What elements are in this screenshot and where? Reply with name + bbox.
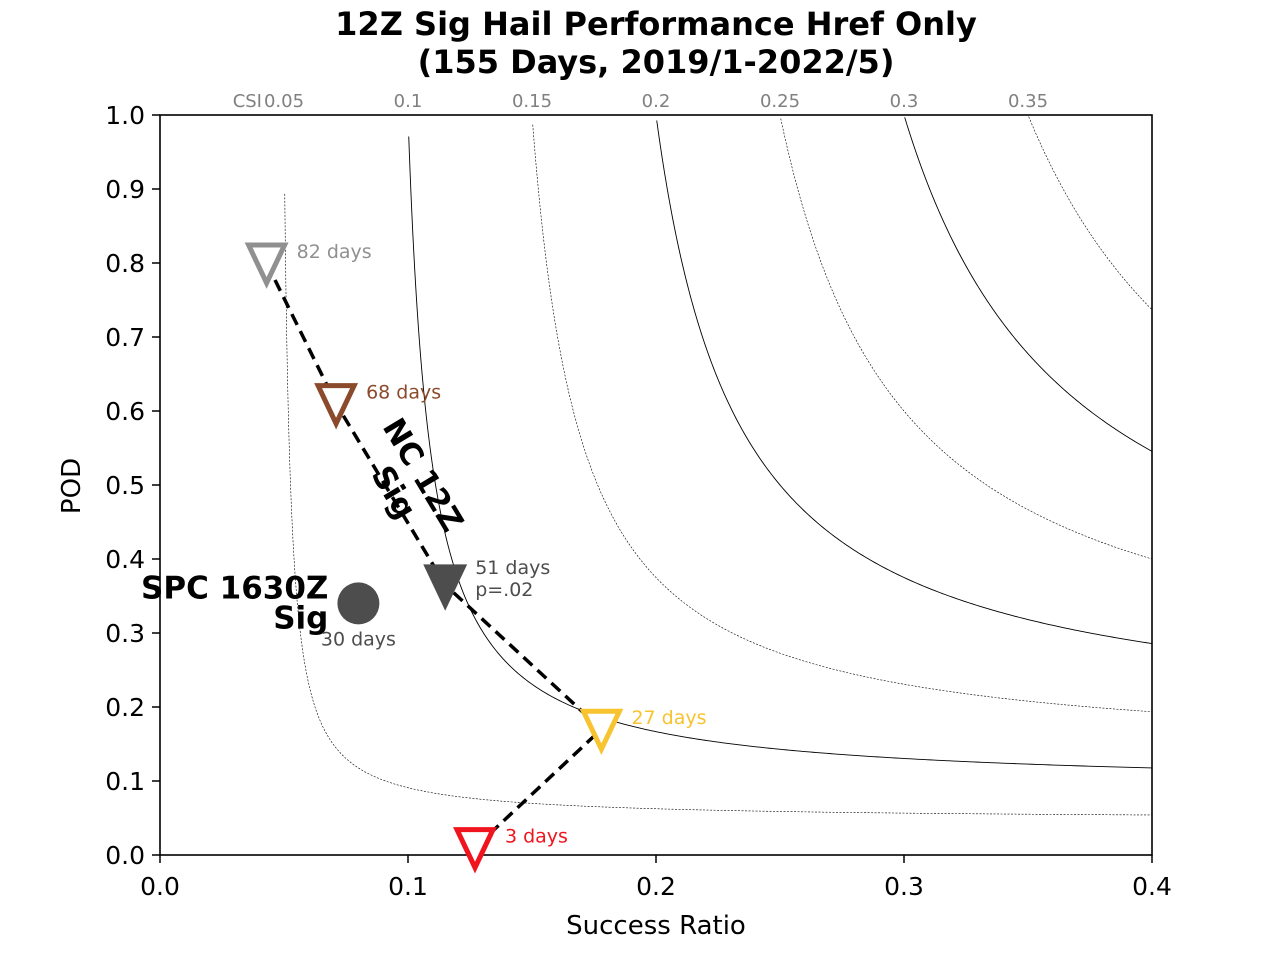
csi-contours	[284, 116, 1152, 816]
x-tick-label: 0.4	[1132, 872, 1172, 901]
data-point-label-pvalue: p=.02	[475, 579, 533, 601]
csi-prefix-label: CSI	[233, 91, 262, 112]
csi-contour-0-2	[656, 120, 1152, 645]
y-axis-label: POD	[57, 458, 87, 514]
y-tick-label: 0.5	[105, 471, 145, 500]
series-line-nc-12z-sig	[265, 262, 604, 849]
data-point-label: 68 days	[366, 382, 441, 404]
csi-label-0-15: 0.15	[512, 91, 552, 112]
y-tick-label: 0.9	[105, 175, 145, 204]
data-point-1	[244, 242, 289, 289]
data-point-label: 3 days	[505, 826, 568, 848]
x-tick-label: 0.3	[884, 872, 924, 901]
csi-contour-0-35	[1028, 116, 1152, 310]
y-tick-label: 0.4	[105, 545, 145, 574]
csi-contour-0-05	[284, 193, 1152, 816]
data-point-label: 82 days	[297, 241, 372, 263]
reference-label-line-2: Sig	[273, 600, 328, 636]
x-tick-label: 0.0	[140, 872, 180, 901]
data-point-label: 51 days	[475, 557, 550, 579]
csi-contour-0-1	[408, 136, 1152, 769]
reference-days-label: 30 days	[321, 628, 396, 650]
data-point-3	[423, 564, 468, 611]
csi-label-0-1: 0.1	[394, 91, 423, 112]
y-tick-label: 0.1	[105, 767, 145, 796]
plot-frame	[159, 114, 1153, 856]
y-axis-ticks: 0.0 0.1 0.2 0.3 0.4 0.5 0.6 0.7 0.8 0.9 1.0	[105, 101, 160, 870]
data-point-label: 27 days	[631, 707, 706, 729]
csi-label-0-05: 0.05	[264, 91, 304, 112]
x-axis-ticks: 0.0 0.1 0.2 0.3 0.4	[140, 855, 1172, 901]
y-tick-label: 0.0	[105, 841, 145, 870]
chart-title-line-1: 12Z Sig Hail Performance Href Only	[335, 5, 977, 43]
csi-label-0-35: 0.35	[1008, 91, 1048, 112]
csi-contour-0-15	[532, 124, 1152, 713]
y-tick-label: 0.8	[105, 249, 145, 278]
x-tick-label: 0.1	[388, 872, 428, 901]
csi-label-0-2: 0.2	[642, 91, 671, 112]
csi-contour-0-25	[780, 118, 1152, 560]
y-tick-label: 0.6	[105, 397, 145, 426]
series-label-nc-12z-sig: NC 12Z Sig	[364, 412, 470, 538]
y-tick-label: 0.3	[105, 619, 145, 648]
chart-title-line-2: (155 Days, 2019/1-2022/5)	[418, 43, 895, 81]
x-tick-label: 0.2	[636, 872, 676, 901]
y-tick-label: 1.0	[105, 101, 145, 130]
y-tick-label: 0.2	[105, 693, 145, 722]
y-tick-label: 0.7	[105, 323, 145, 352]
csi-contour-0-3	[904, 117, 1152, 452]
reference-label-line-1: SPC 1630Z	[141, 570, 328, 606]
csi-label-0-25: 0.25	[760, 91, 800, 112]
csi-label-0-3: 0.3	[890, 91, 919, 112]
data-point-4	[579, 708, 624, 756]
data-point-5	[453, 827, 497, 874]
data-point-2	[314, 383, 359, 430]
reference-point-spc-1630z	[337, 582, 380, 625]
x-axis-label: Success Ratio	[566, 911, 746, 941]
reference-point-group: SPC 1630Z Sig 30 days	[141, 570, 396, 650]
